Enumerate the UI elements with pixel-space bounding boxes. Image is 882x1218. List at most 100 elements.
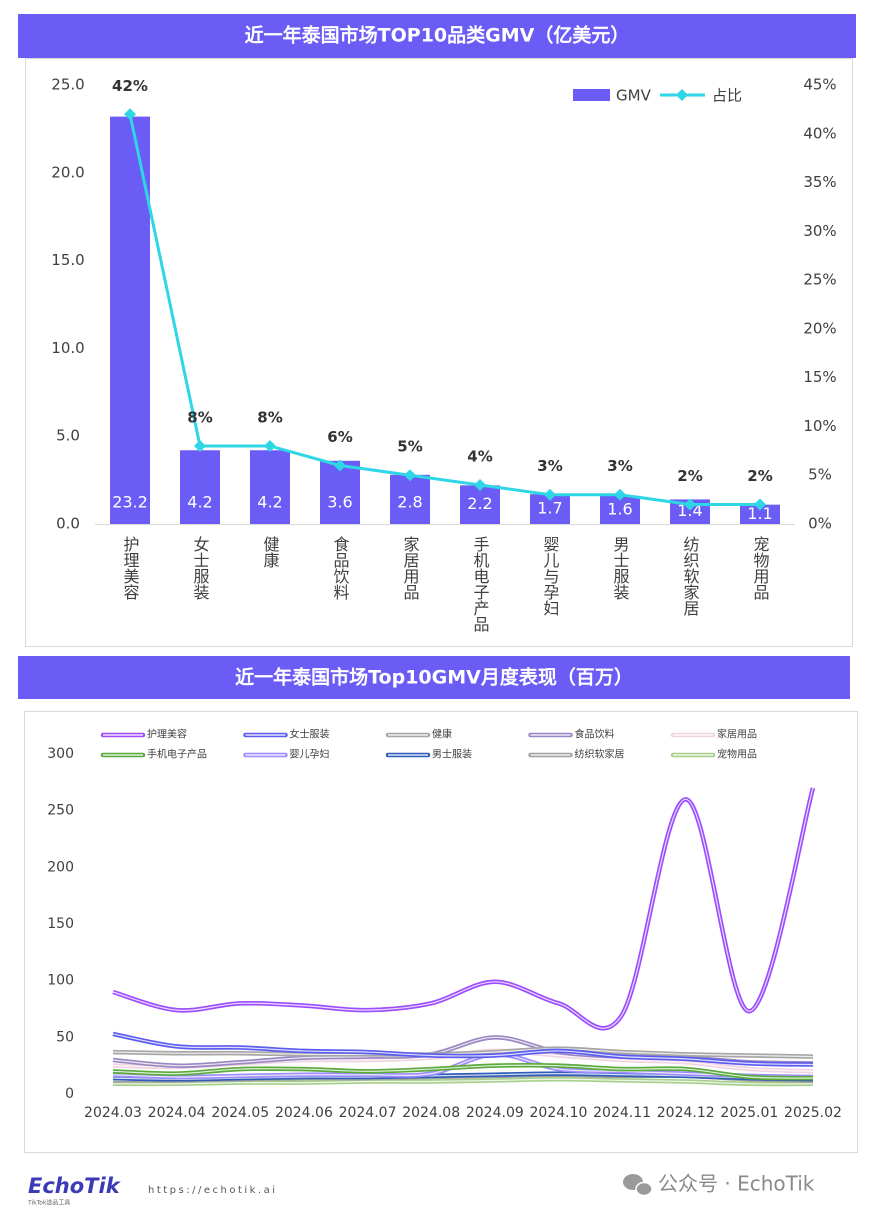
legend-label: 宠物用品	[717, 748, 757, 761]
y-tick-label: 15.0	[51, 251, 84, 269]
line-value-label: 3%	[607, 457, 632, 475]
bar-value-label: 1.7	[537, 499, 562, 518]
y2-tick-label: 45%	[803, 76, 836, 94]
line	[128, 113, 760, 506]
line-marker	[544, 488, 556, 501]
chart-title: 近一年泰国市场Top10GMV月度表现（百万）	[235, 666, 633, 689]
line-marker	[754, 498, 766, 511]
legend-label: 食品饮料	[575, 728, 615, 741]
x-tick-label: 手机电子产品	[471, 536, 490, 632]
line-marker	[614, 488, 626, 501]
line-value-label: 6%	[327, 428, 352, 446]
line-highlight	[112, 1053, 814, 1078]
watermark: 公众号 · EchoTik	[658, 1172, 815, 1196]
x-tick-label: 男士服装	[611, 536, 630, 600]
legend-swatch	[573, 89, 610, 101]
y-tick-label: 5.0	[56, 427, 80, 445]
y2-tick-label: 0%	[808, 515, 832, 533]
line-value-label: 42%	[112, 77, 148, 95]
y2-tick-label: 40%	[803, 124, 836, 142]
x-tick-label: 健康	[261, 536, 280, 568]
y-tick-label: 10.0	[51, 339, 84, 357]
x-tick-label: 2024.11	[593, 1105, 651, 1121]
y-tick-label: 300	[47, 746, 74, 762]
legend-label: 男士服装	[432, 748, 472, 761]
x-tick-label: 宠物用品	[751, 536, 770, 600]
y2-tick-label: 5%	[808, 466, 832, 484]
y2-tick-label: 15%	[803, 368, 836, 386]
y2-tick-label: 25%	[803, 271, 836, 289]
legend-label: 健康	[432, 728, 452, 741]
line-marker	[124, 108, 136, 121]
y2-tick-label: 35%	[803, 173, 836, 191]
legend-swatch	[676, 89, 688, 101]
bar-value-label: 1.1	[747, 504, 772, 523]
bar	[460, 485, 500, 524]
line-marker	[194, 439, 206, 452]
line-value-label: 5%	[397, 438, 422, 456]
line-value-label: 2%	[747, 467, 772, 485]
legend-label: 女士服装	[290, 728, 330, 741]
x-tick-label: 2024.03	[84, 1105, 142, 1121]
line-marker	[264, 439, 276, 452]
bar-value-label: 23.2	[112, 493, 148, 512]
bar	[390, 474, 430, 524]
y-tick-label: 25.0	[51, 76, 84, 94]
y-tick-label: 200	[47, 859, 74, 875]
line-marker	[684, 498, 696, 511]
x-tick-label: 2024.12	[657, 1105, 715, 1121]
y2-tick-label: 10%	[803, 417, 836, 435]
bar-value-label: 3.6	[327, 493, 352, 512]
bar-value-label: 2.2	[467, 494, 492, 513]
y-tick-label: 0	[65, 1086, 74, 1102]
wechat-icon	[623, 1174, 653, 1197]
legend-label: 纺织软家居	[575, 748, 625, 761]
x-tick-label: 2024.07	[339, 1105, 397, 1121]
chart-frame	[24, 711, 858, 1153]
bar	[740, 504, 780, 524]
x-tick-label: 2024.08	[402, 1105, 460, 1121]
x-tick-label: 家居用品	[401, 536, 420, 600]
line-value-label: 3%	[537, 457, 562, 475]
title-bar	[18, 656, 850, 699]
line-value-label: 4%	[467, 447, 492, 465]
line-highlight	[112, 1064, 814, 1079]
x-tick-label: 2024.04	[148, 1105, 206, 1121]
x-tick-label: 婴儿与孕妇	[541, 536, 560, 616]
line-marker	[334, 459, 346, 472]
brand: EchoTik	[28, 1174, 122, 1198]
brand-tagline: TikTok选品工具	[27, 1199, 70, 1207]
y-tick-label: 20.0	[51, 163, 84, 181]
y-tick-label: 50	[56, 1029, 74, 1045]
x-tick-label: 2024.05	[211, 1105, 269, 1121]
bar-value-label: 4.2	[187, 493, 212, 512]
legend-label: 护理美容	[147, 728, 187, 741]
legend-label: GMV	[616, 87, 652, 105]
bar-value-label: 2.8	[397, 493, 422, 512]
y2-tick-label: 20%	[803, 319, 836, 337]
y-tick-label: 100	[47, 973, 74, 989]
line-value-label: 8%	[187, 408, 212, 426]
y2-tick-label: 30%	[803, 222, 836, 240]
x-tick-label: 食品饮料	[331, 536, 350, 600]
line-value-label: 8%	[257, 408, 282, 426]
line-marker	[404, 469, 416, 482]
line-value-label: 2%	[677, 467, 702, 485]
x-tick-label: 2024.10	[530, 1105, 588, 1121]
x-tick-label: 2025.01	[720, 1105, 778, 1121]
chart-title: 近一年泰国市场TOP10品类GMV（亿美元）	[245, 24, 630, 47]
bar	[250, 450, 290, 524]
title-bar	[18, 14, 856, 58]
bar	[180, 450, 220, 524]
x-tick-label: 2025.02	[784, 1105, 842, 1121]
x-tick-label: 女士服装	[191, 535, 210, 600]
y-tick-label: 0.0	[56, 515, 80, 533]
url: https://echotik.ai	[148, 1185, 278, 1196]
line-highlight	[112, 1033, 814, 1066]
line-highlight	[112, 787, 814, 1029]
line	[112, 787, 816, 1031]
legend-label: 手机电子产品	[147, 748, 207, 761]
y-tick-label: 250	[47, 803, 74, 819]
chart-frame	[25, 58, 853, 647]
